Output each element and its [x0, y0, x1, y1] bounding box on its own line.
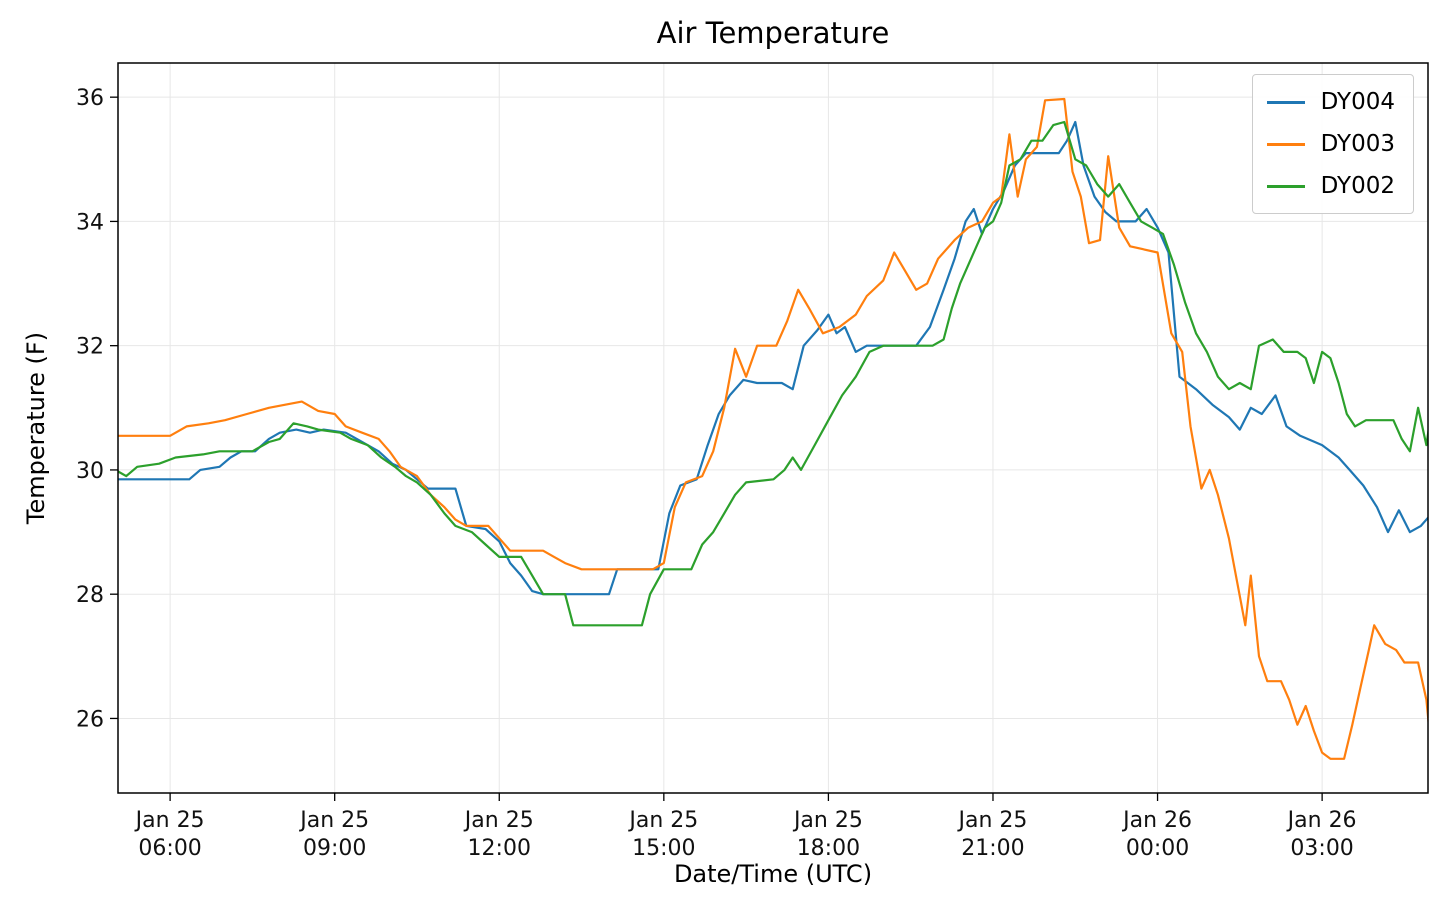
series-line-dy003	[118, 97, 1428, 760]
x-axis-label: Date/Time (UTC)	[673, 860, 873, 888]
legend: DY004 DY003 DY002	[1251, 74, 1414, 214]
axis-ticks	[110, 96, 1323, 801]
x-tick-labels: Jan 25 06:00 Jan 25 09:00 Jan 25 12:00 Jan 25 1…	[134, 808, 1357, 861]
legend-line-swatch-dy004	[1266, 100, 1305, 104]
legend-line-swatch-dy002	[1266, 184, 1305, 188]
plot-border	[117, 62, 1429, 794]
legend-label-dy003: DY003	[1320, 131, 1395, 157]
legend-label-dy002: DY002	[1320, 173, 1395, 199]
y-tick-labels: 26 28 30 32 34 36	[76, 86, 104, 732]
svg-text:30: 30	[76, 459, 104, 484]
legend-label-dy004: DY004	[1320, 89, 1395, 115]
legend-item-dy004: DY004	[1266, 81, 1395, 123]
series-line-dy004	[118, 120, 1428, 596]
svg-text:32: 32	[76, 335, 104, 360]
y-axis-label: Temperature (F)	[22, 331, 50, 525]
svg-text:26: 26	[76, 707, 104, 732]
svg-text:28: 28	[76, 583, 104, 608]
chart-title: Air Temperature	[656, 16, 890, 50]
svg-text:36: 36	[76, 86, 104, 111]
legend-line-swatch-dy003	[1266, 142, 1305, 146]
svg-text:34: 34	[76, 210, 104, 235]
gridlines	[118, 63, 1428, 793]
legend-item-dy003: DY003	[1266, 123, 1395, 165]
legend-item-dy002: DY002	[1266, 165, 1395, 207]
plot-background	[118, 63, 1428, 793]
series-line-dy002	[118, 120, 1428, 627]
